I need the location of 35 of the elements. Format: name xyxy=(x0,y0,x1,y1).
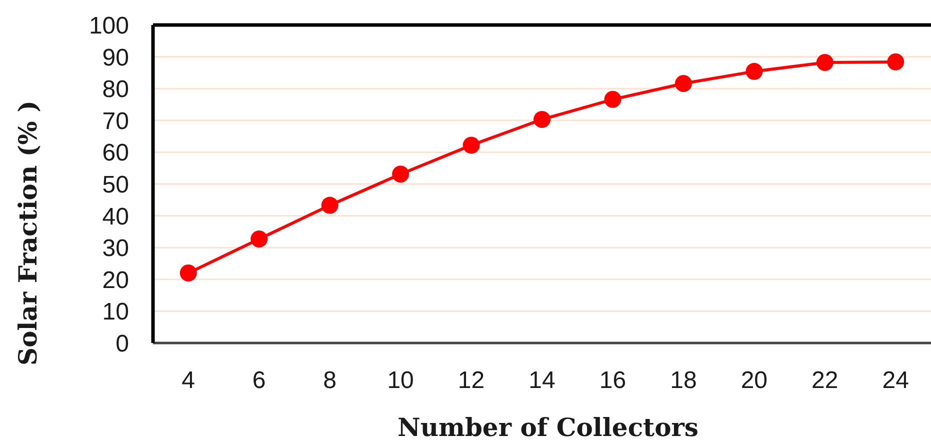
point xyxy=(816,54,834,72)
x-tick-label: 10 xyxy=(387,367,414,394)
y-tick-label: 0 xyxy=(116,330,129,358)
x-tick-label: 6 xyxy=(252,367,266,394)
x-tick-label: 20 xyxy=(740,367,768,394)
y-tick-label: 80 xyxy=(102,76,129,104)
point xyxy=(887,53,904,70)
y-tick-label: 60 xyxy=(102,140,129,167)
y-tick-label: 20 xyxy=(102,266,129,294)
point xyxy=(674,75,692,92)
x-tick-label: 12 xyxy=(458,367,485,394)
point xyxy=(392,166,410,183)
x-tick-label: 16 xyxy=(599,367,626,394)
x-axis-title: Number of Collectors xyxy=(397,413,699,442)
point xyxy=(604,90,622,108)
point xyxy=(534,110,550,128)
y-tick-label: 40 xyxy=(102,203,129,230)
x-tick-label: 8 xyxy=(323,367,336,394)
y-axis-title: Solar Fraction (% ) xyxy=(14,100,42,366)
x-tick-label: 4 xyxy=(182,367,196,394)
y-tick-label: 100 xyxy=(88,12,129,40)
x-tick-label: 22 xyxy=(812,367,838,394)
y-tick-label: 10 xyxy=(102,298,129,326)
point xyxy=(462,136,480,154)
point xyxy=(321,196,338,214)
y-tick-label: 50 xyxy=(102,172,129,199)
x-tick-label: 24 xyxy=(882,367,909,394)
y-tick-label: 70 xyxy=(102,108,129,135)
y-tick-label: 90 xyxy=(102,44,129,72)
x-tick-label: 14 xyxy=(528,367,556,394)
point xyxy=(180,264,197,282)
point xyxy=(746,62,763,80)
y-tick-label: 30 xyxy=(102,235,129,262)
x-tick-label: 18 xyxy=(670,367,697,394)
point xyxy=(250,230,268,248)
